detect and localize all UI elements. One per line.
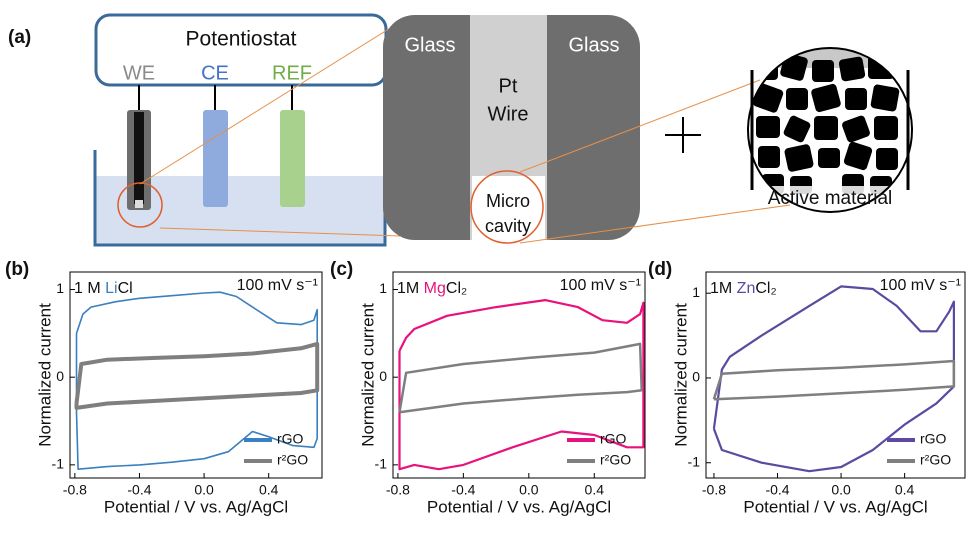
y-tick-label: -1	[375, 456, 388, 472]
x-tick-label: -0.4	[127, 482, 151, 498]
cv-curve	[398, 299, 645, 471]
particles	[752, 53, 900, 194]
electrode-core	[134, 112, 144, 204]
legend-label: rGO	[277, 431, 304, 447]
x-tick-label: -0.4	[765, 482, 789, 498]
scan-rate: 100 mV s⁻¹	[237, 277, 318, 294]
panel-label: (d)	[648, 259, 672, 280]
annotation-part: Cl	[118, 280, 133, 297]
y-tick-label: 0	[692, 369, 700, 385]
panel-label: (b)	[5, 259, 29, 280]
legend-label: rGO	[600, 431, 627, 447]
annotation-part: Cl₂	[446, 280, 467, 297]
x-tick-label: -0.8	[63, 482, 87, 498]
cv-curve	[712, 285, 955, 473]
x-axis-label: Potential / V vs. Ag/AgCl	[743, 497, 927, 516]
annotation-part: Li	[105, 280, 117, 297]
y-tick-label: 0	[56, 368, 64, 384]
x-tick-label: -0.4	[451, 482, 475, 498]
legend-label: r²GO	[277, 452, 308, 468]
annotation-part: 1 M	[74, 280, 105, 297]
plot-frame	[705, 271, 966, 479]
active-material-label: Active material	[768, 188, 893, 209]
we-label: WE	[123, 62, 155, 84]
ref-label: REF	[272, 62, 312, 84]
cv-curve	[398, 342, 643, 414]
zoom-frame	[747, 47, 913, 213]
pt-label: Pt	[499, 75, 518, 97]
plot-frame	[69, 271, 323, 479]
y-axis-label: Normalized current	[35, 303, 54, 447]
x-tick-label: 0.4	[259, 482, 279, 498]
y-tick-label: 1	[379, 280, 387, 296]
y-axis-label: Normalized current	[671, 303, 690, 447]
cv-curve	[74, 341, 320, 410]
cv-curve	[712, 359, 956, 401]
reference-electrode	[280, 110, 305, 207]
zoom-line	[139, 21, 401, 185]
y-tick-label: 1	[692, 284, 700, 300]
y-tick-label: -1	[52, 456, 65, 472]
scan-rate: 100 mV s⁻¹	[560, 277, 641, 294]
annotation: 1M MgCl₂	[397, 280, 467, 297]
panel-label: (a)	[8, 27, 31, 48]
potentiostat-label: Potentiostat	[186, 28, 297, 51]
y-tick-label: 1	[56, 280, 64, 296]
plot-frame	[392, 271, 646, 479]
annotation: 1M ZnCl₂	[710, 280, 777, 297]
annotation-part: Mg	[424, 280, 446, 297]
y-axis-label: Normalized current	[358, 303, 377, 447]
zoom-line	[519, 204, 791, 244]
chart: (c) -0.8 -0.4 0.0 0.4 -1 0 1 Potential / V vs. A…	[330, 259, 646, 516]
x-tick-label: 0.0	[831, 482, 851, 498]
legend-label: rGO	[920, 431, 947, 447]
y-tick-label: -1	[688, 453, 701, 469]
legend-label: r²GO	[600, 452, 631, 468]
x-tick-label: 0.0	[519, 482, 539, 498]
cv-curve	[75, 291, 318, 470]
electrode-tip	[135, 200, 143, 208]
ce-label: CE	[201, 62, 229, 84]
legend-label: r²GO	[920, 452, 951, 468]
zoom-line	[159, 227, 401, 237]
annotation-part: 1M	[710, 280, 737, 297]
counter-electrode	[203, 110, 228, 207]
cavity	[472, 176, 545, 240]
annotation-part: 1M	[397, 280, 424, 297]
zoom-circle	[470, 170, 544, 244]
x-tick-label: 0.4	[585, 482, 605, 498]
scan-rate: 100 mV s⁻¹	[880, 277, 961, 294]
schematic: (a) Potentiostat WE CE REF Glass Glass P…	[8, 13, 913, 247]
annotation-part: Cl₂	[755, 280, 776, 297]
annotation-part: Zn	[737, 280, 756, 297]
x-tick-label: 0.0	[194, 482, 214, 498]
x-axis-label: Potential / V vs. Ag/AgCl	[104, 497, 288, 516]
zoom-line	[519, 79, 761, 173]
annotation: 1 M LiCl	[74, 280, 133, 297]
x-axis-label: Potential / V vs. Ag/AgCl	[427, 497, 611, 516]
glass-label: Glass	[568, 34, 619, 56]
glass-label: Glass	[404, 34, 455, 56]
x-tick-label: -0.8	[386, 482, 410, 498]
wire-label: Wire	[487, 103, 528, 125]
panel-label: (c)	[330, 259, 353, 280]
zoom-circle	[117, 182, 163, 228]
micro-label: Micro	[486, 191, 530, 211]
chart: (b) -0.8 -0.4 0.0 0.4 -1 0 1 Potential / V vs. A…	[5, 259, 323, 516]
chart: (d) -0.8 -0.4 0.0 0.4 -1 0 1 Potential / V vs. A…	[648, 259, 966, 516]
x-tick-label: 0.4	[895, 482, 915, 498]
x-tick-label: -0.8	[702, 482, 726, 498]
y-tick-label: 0	[379, 368, 387, 384]
cavity-label: cavity	[485, 216, 531, 236]
